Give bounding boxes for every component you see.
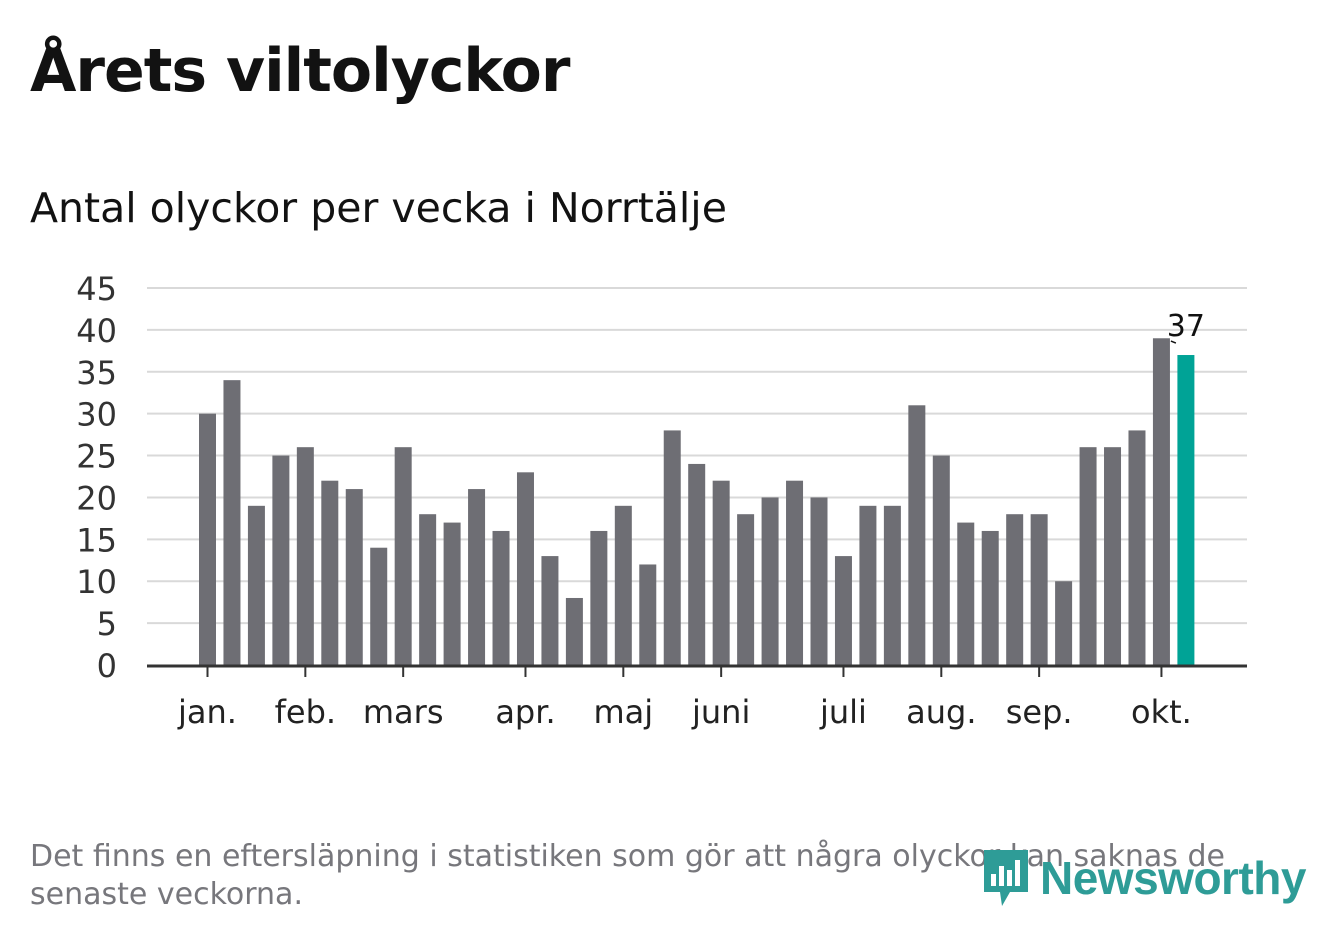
- x-tick-label: juli: [819, 693, 867, 731]
- bars: [199, 338, 1195, 665]
- newsworthy-logo-text: Newsworthy: [1040, 852, 1306, 904]
- bar: [737, 514, 755, 665]
- y-tick-label: 25: [76, 438, 117, 476]
- bar: [688, 463, 706, 665]
- bar: [345, 489, 363, 665]
- bar: [761, 497, 779, 665]
- bar: [908, 405, 926, 665]
- x-tick-label: juni: [691, 693, 750, 731]
- bar-highlight: [1177, 355, 1195, 665]
- y-tick-label: 0: [97, 647, 117, 685]
- bar: [639, 564, 657, 665]
- bar: [1128, 430, 1146, 665]
- x-axis-month-labels: jan. feb. mars apr. maj juni juli aug. sep. okt.: [177, 693, 1192, 731]
- bar: [419, 514, 437, 665]
- bar: [1079, 447, 1097, 665]
- x-tick-label: jan.: [177, 693, 237, 731]
- x-tick-label: mars: [363, 693, 444, 731]
- y-tick-label: 10: [76, 563, 117, 601]
- bar: [1152, 338, 1170, 665]
- bar: [468, 489, 486, 665]
- bar: [834, 556, 852, 665]
- bar: [810, 497, 828, 665]
- y-tick-label: 15: [76, 521, 117, 559]
- bar: [394, 447, 412, 665]
- y-tick-label: 5: [97, 605, 117, 643]
- bar: [614, 505, 632, 665]
- x-tick-label: okt.: [1131, 693, 1192, 731]
- bar: [712, 480, 730, 665]
- newsworthy-logo[interactable]: Newsworthy: [980, 846, 1306, 910]
- data-label: 37: [1167, 309, 1205, 344]
- bar: [1104, 447, 1122, 665]
- bar: [516, 472, 534, 665]
- y-tick-label: 20: [76, 479, 117, 517]
- bar: [786, 480, 804, 665]
- bar: [223, 380, 241, 665]
- bar: [590, 530, 608, 665]
- y-tick-label: 40: [76, 312, 117, 350]
- bar: [321, 480, 339, 665]
- bar: [565, 597, 583, 665]
- bar: [1030, 514, 1048, 665]
- bar: [247, 505, 265, 665]
- chart-title: Årets viltolyckor: [30, 36, 570, 106]
- bar: [932, 455, 950, 665]
- data-label-leader: [1170, 340, 1177, 344]
- bar: [883, 505, 901, 665]
- bar: [1006, 514, 1024, 665]
- x-tick-label: maj: [593, 693, 653, 731]
- bar: [296, 447, 314, 665]
- bar: [957, 522, 975, 665]
- bar: [272, 455, 290, 665]
- newsworthy-logo-icon: [984, 850, 1028, 906]
- bar: [492, 530, 510, 665]
- chart-subtitle: Antal olyckor per vecka i Norrtälje: [30, 184, 727, 232]
- y-tick-label: 35: [76, 354, 117, 392]
- bar: [859, 505, 877, 665]
- x-axis: [147, 664, 1247, 677]
- bar: [981, 530, 999, 665]
- bar: [541, 556, 559, 665]
- bar: [443, 522, 461, 665]
- bar: [199, 413, 216, 665]
- bar: [1055, 581, 1073, 665]
- x-tick-label: sep.: [1006, 693, 1073, 731]
- x-tick-label: apr.: [495, 693, 555, 731]
- bar: [663, 430, 681, 665]
- x-tick-label: feb.: [275, 693, 336, 731]
- x-tick-label: aug.: [906, 693, 976, 731]
- bar: [370, 547, 388, 665]
- data-labels: 37: [1167, 309, 1205, 344]
- y-tick-label: 45: [76, 270, 117, 308]
- y-tick-label: 30: [76, 396, 117, 434]
